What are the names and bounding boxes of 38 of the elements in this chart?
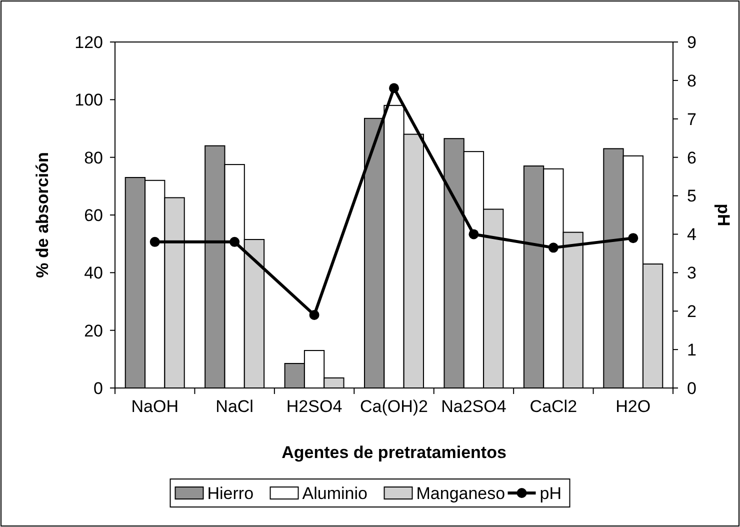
point bbox=[548, 242, 558, 253]
legend-label: Aluminio bbox=[302, 484, 368, 503]
y-tick-label: 60 bbox=[84, 206, 103, 225]
y2-tick-label: 2 bbox=[687, 302, 696, 322]
legend-label: Manganeso bbox=[416, 484, 506, 503]
y2-tick-label: 8 bbox=[687, 71, 696, 90]
y2-tick-label: 6 bbox=[687, 148, 696, 168]
legend-label: pH bbox=[540, 484, 562, 503]
y-tick-label: 0 bbox=[94, 378, 103, 398]
point bbox=[468, 229, 479, 240]
x-tick-label: H2O bbox=[616, 397, 651, 416]
y2-tick-label: 0 bbox=[687, 378, 696, 398]
point bbox=[309, 310, 320, 320]
y2-tick-label: 5 bbox=[687, 186, 696, 206]
x-tick-label: NaCl bbox=[216, 397, 254, 416]
y-tick-label: 40 bbox=[84, 264, 103, 283]
y2-tick-label: 3 bbox=[687, 264, 696, 283]
y-tick-label: 20 bbox=[84, 321, 103, 340]
y-tick-label: 120 bbox=[74, 32, 103, 52]
x-axis-title: Agentes de pretratamientos bbox=[282, 443, 506, 462]
x-tick-label: Ca(OH)2 bbox=[360, 397, 428, 416]
y-axis-title: % de absorción bbox=[33, 152, 52, 278]
x-tick-label: Na2SO4 bbox=[441, 397, 506, 416]
y2-tick-label: 9 bbox=[687, 32, 696, 52]
x-tick-label: NaOH bbox=[131, 397, 178, 416]
y-tick-label: 100 bbox=[74, 90, 103, 110]
legend-label: Hierro bbox=[207, 484, 254, 503]
point bbox=[628, 233, 638, 244]
y2-tick-label: 1 bbox=[687, 340, 696, 360]
y-tick-label: 80 bbox=[84, 148, 103, 168]
point bbox=[389, 83, 399, 94]
y2-tick-label: 7 bbox=[687, 110, 696, 129]
y2-axis-title: pH bbox=[714, 204, 733, 226]
point bbox=[230, 236, 240, 247]
x-tick-label: CaCl2 bbox=[530, 397, 578, 416]
x-tick-label: H2SO4 bbox=[286, 397, 342, 416]
point bbox=[150, 236, 160, 247]
y2-tick-label: 4 bbox=[687, 225, 696, 244]
